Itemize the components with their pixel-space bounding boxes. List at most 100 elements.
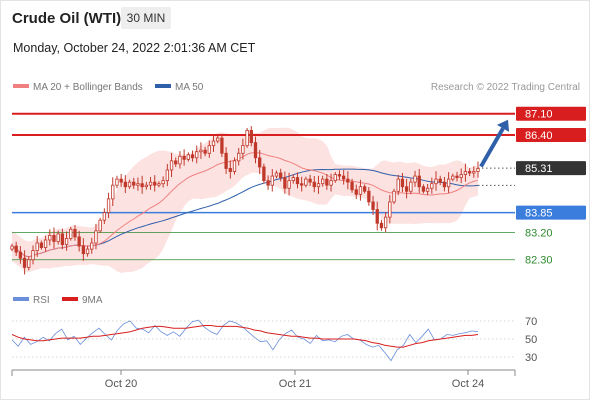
candle — [106, 192, 111, 219]
forecast-arrow — [479, 119, 510, 168]
candle-body — [10, 245, 14, 250]
candle — [27, 256, 31, 271]
candle-body — [106, 198, 111, 213]
ma20-legend-swatch — [13, 84, 29, 88]
candle — [77, 230, 81, 252]
timeframe-badge[interactable]: 30 MIN — [121, 7, 171, 29]
credit-text: Research © 2022 Trading Central — [431, 82, 580, 93]
candle-body — [85, 248, 90, 255]
candle — [56, 230, 60, 245]
candle-body — [253, 142, 258, 159]
candle-body — [333, 174, 337, 182]
candle — [396, 174, 400, 196]
candle-body — [404, 186, 409, 192]
candle-body — [60, 233, 65, 245]
candle — [270, 169, 274, 192]
candle-body — [455, 175, 459, 178]
candle-body — [148, 181, 153, 186]
candle-body — [283, 177, 287, 189]
candle — [404, 178, 409, 199]
x-axis: Oct 20 Oct 21 Oct 24 — [11, 369, 516, 390]
candle-body — [127, 181, 132, 188]
candle — [291, 174, 295, 184]
candle-body — [157, 183, 161, 186]
candle — [379, 219, 384, 231]
candle-body — [358, 186, 363, 195]
timestamp: Monday, October 24, 2022 2:01:36 AM CET — [13, 41, 256, 55]
candle — [430, 177, 434, 194]
candle — [119, 173, 123, 187]
candle — [350, 178, 354, 193]
candle-body — [300, 183, 304, 186]
candle — [64, 231, 69, 251]
ma50-legend-label: MA 50 — [175, 82, 204, 93]
candle — [203, 146, 207, 157]
candle-body — [258, 157, 262, 168]
candle — [316, 175, 321, 194]
candle-body — [195, 151, 199, 159]
candle-body — [169, 160, 174, 171]
candle — [199, 142, 203, 159]
candle-body — [94, 230, 98, 244]
candle-body — [321, 178, 325, 185]
candle-body — [451, 175, 455, 180]
candle-body — [232, 160, 237, 172]
candle — [476, 161, 480, 178]
candle — [434, 171, 438, 191]
moving-averages — [11, 152, 515, 258]
candle — [153, 175, 157, 192]
candle — [220, 133, 224, 158]
candle — [367, 187, 371, 206]
candle — [413, 170, 417, 187]
candle-body — [375, 209, 379, 224]
candle — [237, 148, 241, 166]
candle — [383, 211, 388, 233]
candle — [22, 250, 27, 275]
candle — [400, 173, 405, 193]
rsi-ma-line — [11, 325, 479, 348]
candle — [472, 166, 476, 178]
candle-body — [22, 257, 27, 268]
candle — [392, 188, 396, 205]
candle-body — [304, 178, 308, 186]
candle — [207, 140, 211, 158]
candle-body — [463, 171, 468, 175]
x-tick-label: Oct 24 — [452, 378, 484, 390]
candle — [442, 176, 447, 192]
candle-body — [467, 171, 472, 174]
candle — [249, 126, 253, 147]
candle-body — [69, 228, 73, 239]
ma20-legend-label: MA 20 + Bollinger Bands — [33, 82, 143, 93]
candle-body — [262, 166, 266, 182]
candle-body — [220, 137, 224, 154]
candle — [308, 174, 312, 186]
candle — [43, 235, 48, 252]
candle — [85, 245, 90, 257]
price-labels: 87.10 86.40 85.31 83.85 83.20 82.30 — [516, 106, 586, 267]
candle — [463, 163, 468, 182]
candle-body — [203, 149, 207, 154]
candle — [14, 241, 18, 256]
candle — [165, 163, 169, 187]
candle-body — [123, 181, 128, 188]
candle-body — [291, 177, 295, 182]
bollinger-band-area — [12, 127, 478, 273]
candle-body — [249, 130, 253, 143]
candle — [354, 184, 358, 199]
candle-body — [90, 242, 94, 250]
candle-body — [430, 183, 434, 189]
candle-body — [115, 178, 119, 186]
candle — [228, 160, 232, 179]
rsi-line — [11, 319, 479, 362]
level-label-86.40: 86.40 — [525, 130, 553, 142]
candle — [186, 152, 190, 162]
rsi-legend-label: RSI — [33, 295, 50, 306]
candle — [459, 168, 463, 184]
candle-body — [31, 250, 35, 261]
candle-body — [388, 201, 392, 218]
candle-body — [102, 212, 107, 221]
level-label-box-85.31 — [516, 161, 586, 176]
price-levels — [12, 112, 515, 261]
candle — [123, 175, 128, 194]
candle-body — [43, 239, 48, 248]
